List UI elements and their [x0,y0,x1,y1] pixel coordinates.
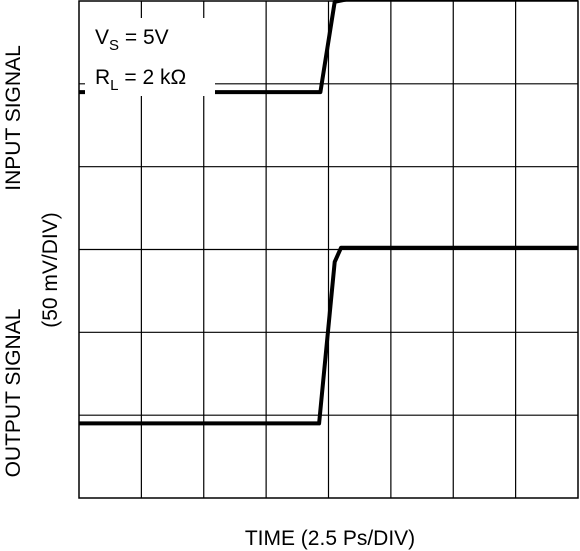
rl-main: R [95,66,110,89]
annotation-box: VS = 5V RL = 2 kΩ [85,18,215,96]
rl-subscript: L [110,77,118,94]
vs-value: = 5V [119,26,169,49]
y-axis-label-output: OUTPUT SIGNAL [2,309,25,478]
vs-main: V [95,26,109,49]
y-axis-label-input: INPUT SIGNAL [2,45,25,190]
input-signal-trace [79,0,578,95]
rl-annotation: RL = 2 kΩ [95,66,186,94]
vs-annotation: VS = 5V [95,26,169,54]
annotation-background [85,18,215,96]
vs-subscript: S [109,37,119,54]
output-signal-trace [79,245,578,426]
y-axis-scale-label: (50 mV/DIV) [39,212,62,328]
series-layer [79,0,578,426]
rl-value: = 2 kΩ [119,66,187,89]
x-axis-label: TIME (2.5 Ps/DIV) [245,527,415,550]
